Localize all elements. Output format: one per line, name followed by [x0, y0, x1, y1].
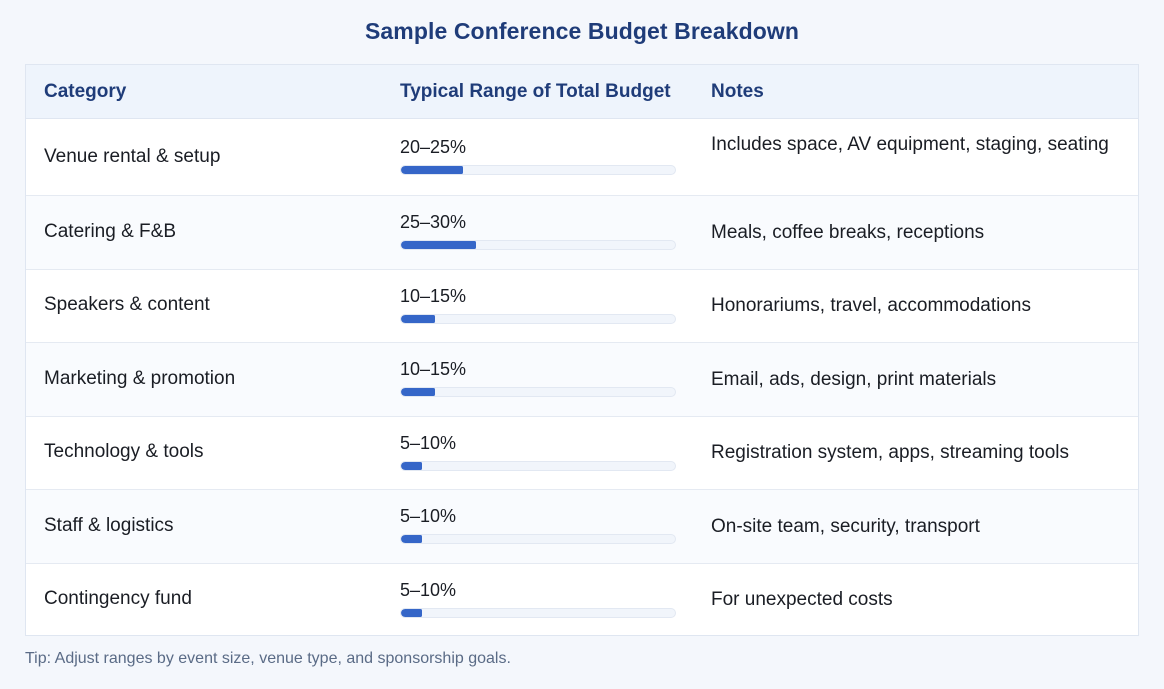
- range-bar-fill: [401, 166, 463, 174]
- table-header: Category Typical Range of Total Budget N…: [26, 65, 1138, 119]
- range-bar-track: [400, 387, 676, 397]
- range-bar-fill: [401, 609, 422, 617]
- range-label: 10–15%: [400, 286, 467, 306]
- table-row: Staff & logistics 5–10% On-site team, se…: [26, 490, 1138, 564]
- range-bar-fill: [401, 462, 422, 470]
- table-row: Venue rental & setup 20–25% Includes spa…: [26, 119, 1138, 196]
- table-row: Technology & tools 5–10% Registration sy…: [26, 417, 1138, 490]
- row-notes: Email, ads, design, print materials: [711, 369, 997, 390]
- tip-text: Tip: Adjust ranges by event size, venue …: [25, 650, 511, 667]
- row-notes: Meals, coffee breaks, receptions: [711, 222, 985, 243]
- row-range: 10–15%: [400, 286, 676, 324]
- column-header-notes: Notes: [711, 81, 764, 102]
- row-notes: For unexpected costs: [711, 589, 893, 610]
- row-range: 5–10%: [400, 506, 676, 544]
- range-label: 5–10%: [400, 506, 457, 526]
- table-row: Speakers & content 10–15% Honorariums, t…: [26, 270, 1138, 343]
- row-category: Venue rental & setup: [44, 146, 221, 167]
- row-notes: Registration system, apps, streaming too…: [711, 442, 1069, 463]
- range-label: 5–10%: [400, 433, 457, 453]
- column-header-range: Typical Range of Total Budget: [400, 81, 671, 102]
- range-label: 20–25%: [400, 137, 467, 157]
- column-header-category: Category: [44, 81, 127, 102]
- row-category: Technology & tools: [44, 441, 204, 462]
- range-bar-fill: [401, 241, 477, 249]
- table-row: Contingency fund 5–10% For unexpected co…: [26, 564, 1138, 635]
- range-bar-track: [400, 240, 676, 250]
- range-bar-fill: [401, 535, 422, 543]
- row-notes: Honorariums, travel, accommodations: [711, 295, 1031, 316]
- row-notes: Includes space, AV equipment, staging, s…: [711, 134, 1109, 155]
- range-bar-fill: [401, 315, 436, 323]
- range-bar-track: [400, 165, 676, 175]
- range-label: 25–30%: [400, 212, 467, 232]
- row-range: 20–25%: [400, 137, 676, 175]
- range-bar-track: [400, 461, 676, 471]
- row-notes: On-site team, security, transport: [711, 516, 980, 537]
- range-bar-track: [400, 534, 676, 544]
- row-range: 25–30%: [400, 212, 676, 250]
- row-category: Speakers & content: [44, 294, 210, 315]
- range-label: 10–15%: [400, 359, 467, 379]
- row-range: 5–10%: [400, 580, 676, 618]
- budget-table: Category Typical Range of Total Budget N…: [25, 64, 1139, 636]
- range-bar-fill: [401, 388, 436, 396]
- page-title: Sample Conference Budget Breakdown: [364, 18, 800, 44]
- table-row: Catering & F&B 25–30% Meals, coffee brea…: [26, 196, 1138, 270]
- row-range: 10–15%: [400, 359, 676, 397]
- range-bar-track: [400, 314, 676, 324]
- row-range: 5–10%: [400, 433, 676, 471]
- table-row: Marketing & promotion 10–15% Email, ads,…: [26, 343, 1138, 417]
- row-category: Marketing & promotion: [44, 368, 236, 389]
- range-label: 5–10%: [400, 580, 457, 600]
- row-category: Catering & F&B: [44, 221, 176, 242]
- range-bar-track: [400, 608, 676, 618]
- row-category: Contingency fund: [44, 588, 192, 609]
- row-category: Staff & logistics: [44, 515, 174, 536]
